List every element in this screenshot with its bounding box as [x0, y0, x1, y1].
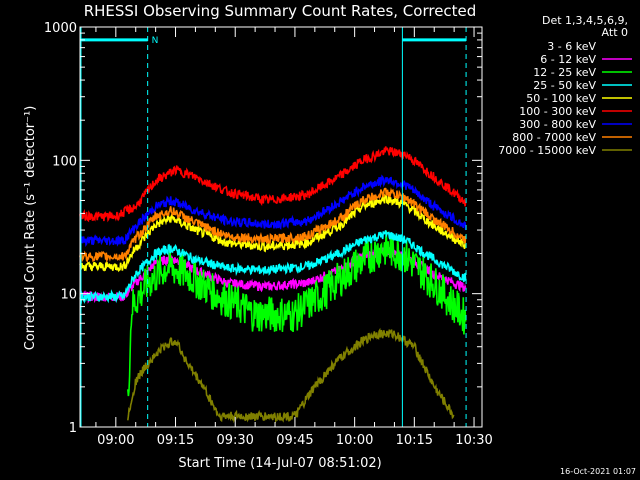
- series-line-5: [79, 146, 467, 223]
- x-tick-label-2: 09:30: [216, 433, 253, 448]
- axes: 1 10 100 1000 09:00 09:15 09:30 09:45 10:00 10:15…: [44, 21, 493, 448]
- y-tick-label-0: 1: [69, 421, 77, 436]
- plot-frame: [79, 26, 483, 428]
- series-line-0: [127, 248, 467, 404]
- legend-entry-3: 25 - 50 keV: [533, 79, 596, 92]
- y-tick-label-2: 100: [52, 154, 77, 169]
- legend-header-1: Att 0: [602, 26, 628, 39]
- y-axis-label: Corrected Count Rate (s⁻¹ detector⁻¹): [23, 106, 38, 351]
- legend-entry-2: 12 - 25 keV: [533, 66, 596, 79]
- legend-entry-7: 800 - 7000 keV: [512, 131, 596, 144]
- chart-title: RHESSI Observing Summary Count Rates, Co…: [84, 2, 477, 20]
- series-line-2: [127, 230, 467, 397]
- x-tick-label-0: 09:00: [97, 433, 134, 448]
- plot-area: N: [79, 27, 467, 427]
- legend-entry-4: 50 - 100 keV: [526, 92, 596, 105]
- series-line-4: [79, 193, 467, 273]
- date-stamp: 16-Oct-2021 01:07: [560, 467, 636, 476]
- y-tick-label-1: 10: [60, 288, 77, 303]
- legend-entry-6: 300 - 800 keV: [519, 118, 596, 131]
- x-axis-label: Start Time (14-Jul-07 08:51:02): [178, 456, 381, 471]
- y-tick-label-3: 1000: [44, 21, 77, 36]
- legend-entry-8: 7000 - 15000 keV: [498, 144, 596, 157]
- series-line-7: [79, 187, 467, 264]
- x-tick-label-1: 09:15: [157, 433, 194, 448]
- series-line-8: [127, 327, 455, 424]
- series-line-3: [79, 230, 467, 305]
- x-tick-label-6: 10:30: [455, 433, 492, 448]
- legend-entry-5: 100 - 300 keV: [519, 105, 596, 118]
- event-marker-label-0: N: [152, 36, 159, 46]
- legend-entry-0: 3 - 6 keV: [547, 40, 596, 53]
- legend-header-0: Det 1,3,4,5,6,9,: [542, 14, 628, 27]
- x-tick-label-3: 09:45: [276, 433, 313, 448]
- x-tick-label-5: 10:15: [396, 433, 433, 448]
- x-tick-label-4: 10:00: [336, 433, 373, 448]
- series-line-6: [79, 174, 467, 248]
- legend-entry-1: 6 - 12 keV: [540, 53, 596, 66]
